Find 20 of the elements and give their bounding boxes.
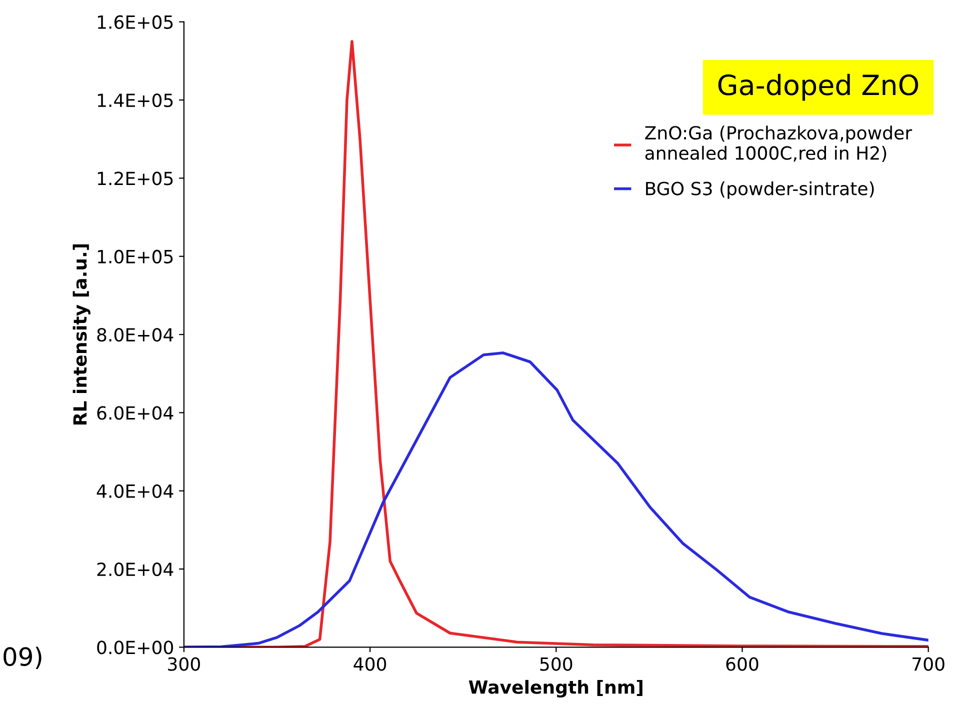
y-axis-title: RL intensity [a.u.] (72, 244, 90, 425)
y-tick-label: 4.0E+04 (96, 484, 174, 498)
x-tick-label: 700 (912, 657, 944, 671)
y-tick-label: 0.0E+00 (97, 640, 174, 654)
y-tick-label: 1.6E+05 (98, 15, 173, 29)
y-tick-label: 6.0E+04 (97, 406, 174, 420)
y-tick-label: 1.0E+05 (98, 250, 173, 264)
y-tick-label: 1.4E+05 (98, 93, 173, 108)
x-tick-label: 400 (354, 657, 386, 671)
legend-label: ZnO:Ga (Prochazkova,powder annealed 1000C,red in H2) (645, 126, 912, 162)
legend-label: BGO S3 (powder-sintrate) (646, 181, 874, 199)
text: 09) (4, 646, 42, 670)
x-tick-label: 600 (726, 657, 758, 671)
x-tick-label: 300 (168, 657, 200, 671)
x-tick-label: 500 (540, 657, 572, 671)
annotation: Ga-doped ZnO (718, 74, 918, 101)
y-tick-label: 1.2E+05 (98, 172, 173, 186)
x-axis-title: Wavelength [nm] (468, 680, 642, 698)
y-tick-label: 8.0E+04 (97, 328, 174, 342)
y-tick-label: 2.0E+04 (97, 562, 174, 576)
